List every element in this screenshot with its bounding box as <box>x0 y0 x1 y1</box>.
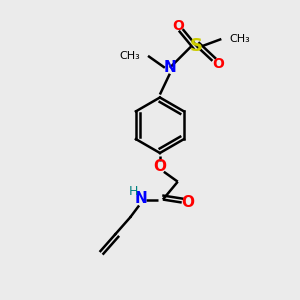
Text: O: O <box>172 19 184 33</box>
Text: N: N <box>135 191 148 206</box>
Text: CH₃: CH₃ <box>229 34 250 44</box>
Text: H: H <box>128 185 138 198</box>
Text: O: O <box>181 195 194 210</box>
Text: O: O <box>153 159 167 174</box>
Text: O: O <box>212 57 224 71</box>
Text: CH₃: CH₃ <box>119 51 140 61</box>
Text: S: S <box>190 37 203 55</box>
Text: N: N <box>164 60 176 75</box>
